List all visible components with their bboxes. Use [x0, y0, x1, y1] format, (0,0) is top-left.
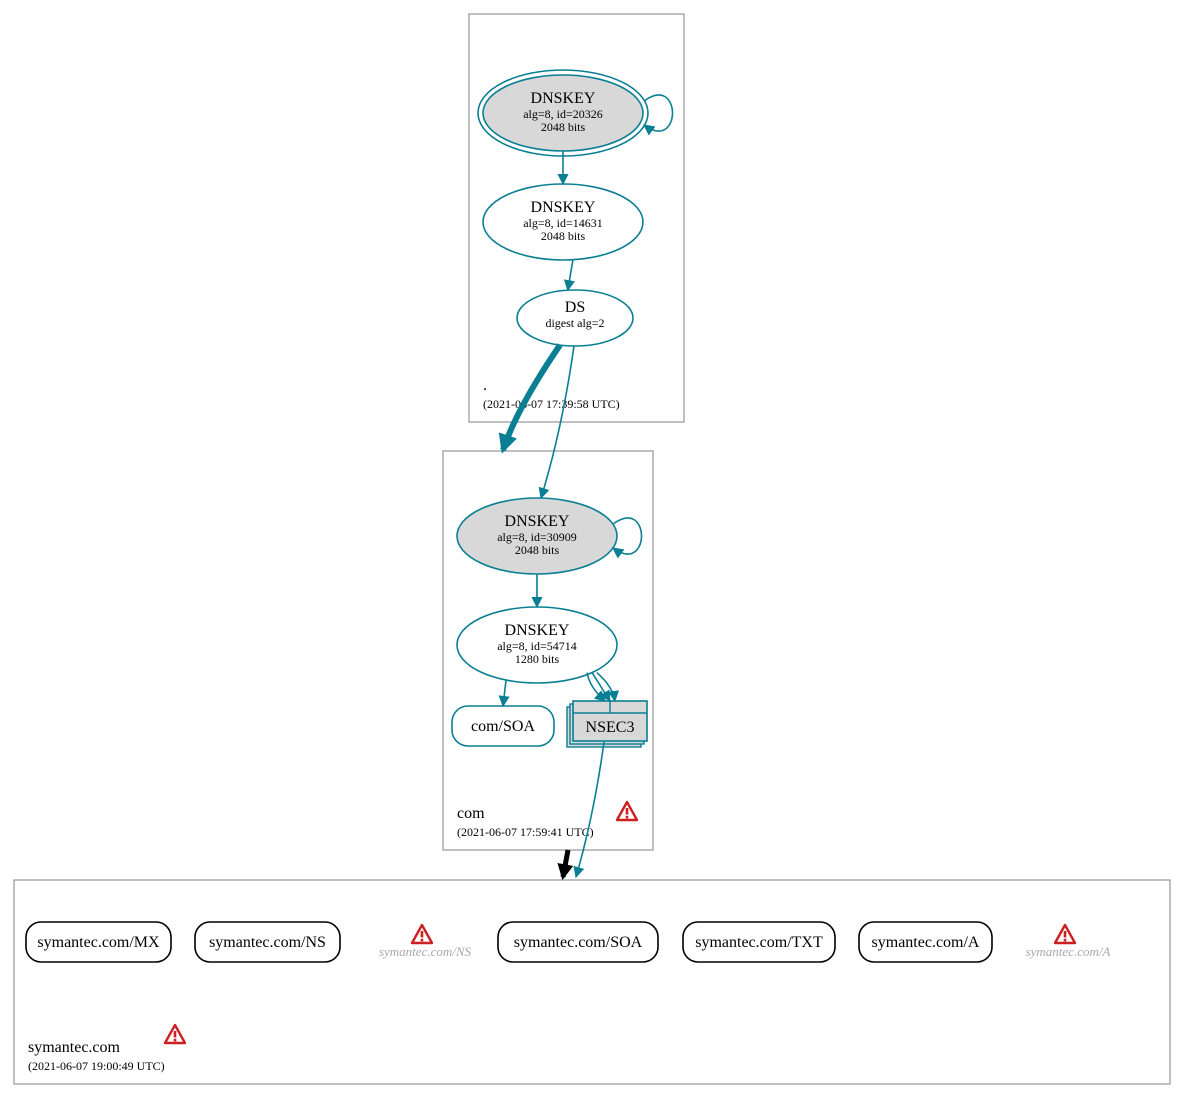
svg-text:symantec.com/A: symantec.com/A: [872, 934, 980, 951]
zone-timestamp: (2021-06-07 17:39:58 UTC): [483, 397, 620, 411]
zone-timestamp: (2021-06-07 17:59:41 UTC): [457, 825, 594, 839]
zone-label: com: [457, 805, 485, 822]
svg-text:2048 bits: 2048 bits: [541, 120, 586, 134]
svg-text:NSEC3: NSEC3: [586, 719, 635, 736]
svg-text:symantec.com/TXT: symantec.com/TXT: [695, 934, 823, 951]
warning-icon: [165, 1025, 185, 1043]
svg-text:alg=8, id=54714: alg=8, id=54714: [497, 639, 577, 653]
zone-com: DNSKEYalg=8, id=309092048 bitsDNSKEYalg=…: [443, 451, 653, 850]
nsec3-node: NSEC3: [567, 701, 647, 747]
zone-label: symantec.com: [28, 1039, 121, 1056]
svg-text:DNSKEY: DNSKEY: [531, 199, 596, 216]
zone-timestamp: (2021-06-07 19:00:49 UTC): [28, 1059, 165, 1073]
zone-root: DNSKEYalg=8, id=203262048 bitsDNSKEYalg=…: [469, 14, 684, 422]
svg-text:digest alg=2: digest alg=2: [545, 316, 604, 330]
svg-text:1280 bits: 1280 bits: [515, 652, 560, 666]
svg-text:DS: DS: [565, 299, 585, 316]
zone-symantec: symantec.com/MX symantec.com/NS symantec.c…: [14, 880, 1170, 1084]
ghost-record: symantec.com/A: [1026, 944, 1111, 959]
svg-text:DNSKEY: DNSKEY: [505, 513, 570, 530]
svg-text:DNSKEY: DNSKEY: [531, 90, 596, 107]
svg-text:alg=8, id=14631: alg=8, id=14631: [523, 216, 603, 230]
svg-text:symantec.com/NS: symantec.com/NS: [209, 934, 326, 951]
delegation-edge: [576, 742, 604, 877]
svg-text:alg=8, id=20326: alg=8, id=20326: [523, 107, 603, 121]
warning-icon: [412, 925, 432, 943]
zone-label: .: [483, 377, 487, 394]
svg-text:com/SOA: com/SOA: [471, 718, 535, 735]
ghost-record: symantec.com/NS: [379, 944, 472, 959]
svg-text:alg=8, id=30909: alg=8, id=30909: [497, 530, 577, 544]
delegation-edge: [563, 850, 568, 877]
svg-text:symantec.com/SOA: symantec.com/SOA: [514, 934, 643, 951]
svg-text:DNSKEY: DNSKEY: [505, 622, 570, 639]
svg-text:symantec.com/MX: symantec.com/MX: [37, 934, 160, 951]
svg-text:2048 bits: 2048 bits: [541, 229, 586, 243]
svg-text:2048 bits: 2048 bits: [515, 543, 560, 557]
warning-icon: [617, 802, 637, 820]
warning-icon: [1055, 925, 1075, 943]
